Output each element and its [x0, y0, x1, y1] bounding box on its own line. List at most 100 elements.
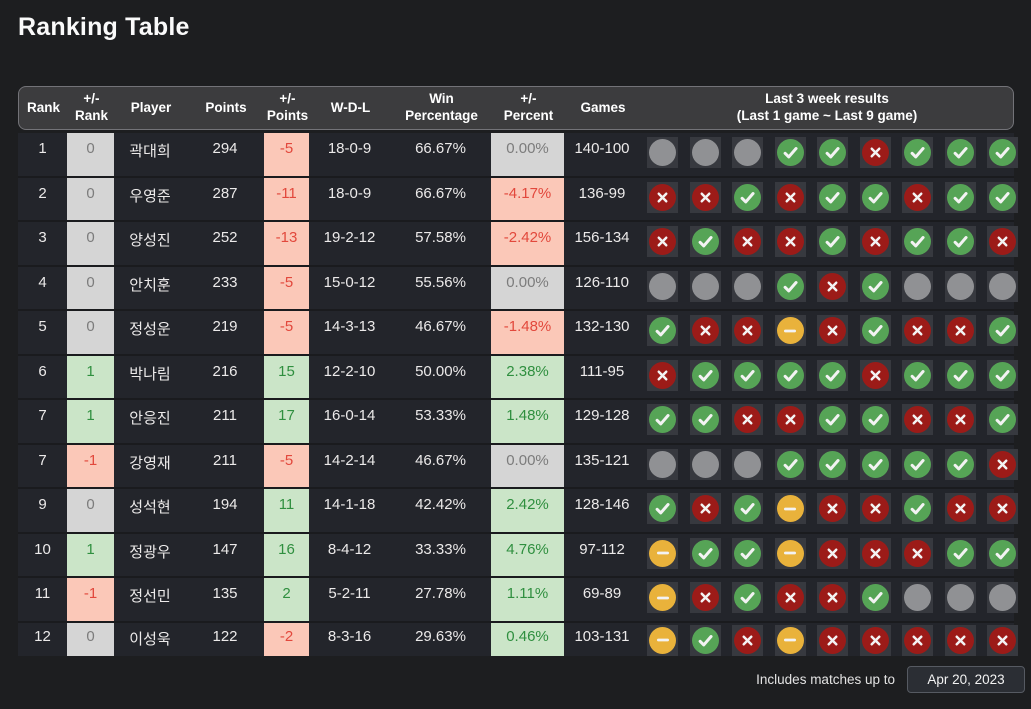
- result-win-icon: [904, 139, 931, 166]
- rank-change-cell: 1: [67, 533, 114, 576]
- games-cell: 69-89: [582, 585, 622, 602]
- result-tile: [987, 537, 1018, 569]
- table-row: 12 0 이성욱 122 -2 8-3-16 29.63% 0.46% 103-131: [18, 622, 1018, 656]
- result-win-icon: [776, 361, 804, 389]
- wdl-cell: 19-2-12: [323, 229, 376, 246]
- table-row: 6 1 박나림 216 15 12-2-10 50.00% 2.38% 111-95: [18, 355, 1018, 400]
- pct-change-cell: 0.00%: [491, 266, 564, 309]
- result-tile: [647, 404, 678, 435]
- results-cell: [640, 178, 1018, 221]
- result-win-icon: [819, 183, 846, 211]
- result-tile: [859, 270, 891, 302]
- result-loss-icon: [819, 626, 846, 654]
- player-cell: 성석현: [129, 499, 171, 516]
- games-cell: 97-112: [579, 540, 625, 558]
- result-loss-icon: [776, 406, 804, 433]
- result-tile: [689, 624, 721, 656]
- result-tile: [732, 537, 763, 569]
- result-loss-icon: [776, 584, 804, 611]
- pct-change-cell: 0.00%: [491, 444, 564, 487]
- result-loss-icon: [861, 361, 889, 389]
- result-tile: [817, 448, 848, 480]
- result-tile: [817, 624, 848, 656]
- result-tile: [774, 270, 806, 302]
- result-loss-icon: [904, 626, 931, 654]
- points-cell: 135: [212, 585, 238, 602]
- rank-cell: 6: [38, 362, 47, 380]
- wdl-cell: 16-0-14: [323, 407, 376, 424]
- result-tile: [689, 404, 721, 435]
- result-loss-icon: [989, 228, 1016, 255]
- rank-cell: 3: [38, 229, 47, 246]
- result-win-icon: [649, 317, 676, 344]
- result-win-icon: [734, 539, 761, 567]
- player-cell: 곽대희: [129, 143, 171, 160]
- result-loss-icon: [861, 626, 889, 654]
- win-pct-cell: 55.56%: [415, 273, 466, 291]
- result-none-icon: [946, 272, 974, 300]
- result-tile: [902, 315, 933, 346]
- points-change-cell: -5: [264, 266, 309, 309]
- result-loss-icon: [819, 272, 846, 300]
- pct-change-cell: 4.76%: [491, 533, 564, 576]
- wdl-cell: 5-2-11: [328, 585, 371, 602]
- wdl-cell: 14-2-14: [323, 451, 376, 469]
- rank-cell: 7: [38, 407, 47, 424]
- result-tile: [647, 270, 678, 302]
- result-win-icon: [861, 584, 889, 611]
- result-tile: [817, 181, 848, 213]
- result-loss-icon: [649, 361, 676, 389]
- table-row: 9 0 성석현 194 11 14-1-18 42.42% 2.42% 128-146: [18, 489, 1018, 534]
- result-tile: [902, 448, 933, 480]
- results-cell: [640, 222, 1018, 265]
- pct-change-cell: 0.46%: [491, 622, 564, 656]
- table-row: 1 0 곽대희 294 -5 18-0-9 66.67% 0.00% 140-100: [18, 133, 1018, 178]
- result-win-icon: [776, 450, 804, 478]
- result-loss-icon: [861, 228, 889, 255]
- result-loss-icon: [691, 584, 719, 611]
- results-cell: [640, 400, 1018, 443]
- result-tile: [944, 582, 976, 613]
- result-win-icon: [691, 626, 719, 654]
- games-cell: 129-128: [574, 407, 630, 424]
- rank-change-cell: 0: [67, 311, 114, 354]
- result-tile: [817, 537, 848, 569]
- win-pct-cell: 42.42%: [415, 496, 466, 513]
- result-loss-icon: [904, 406, 931, 433]
- result-win-icon: [776, 139, 804, 166]
- result-tile: [902, 404, 933, 435]
- result-win-icon: [861, 317, 889, 344]
- result-tile: [859, 624, 891, 656]
- win-pct-cell: 29.63%: [415, 627, 466, 645]
- result-tile: [689, 359, 721, 391]
- result-loss-icon: [776, 228, 804, 255]
- result-tile: [732, 315, 763, 346]
- result-tile: [902, 270, 933, 302]
- result-win-icon: [946, 361, 974, 389]
- result-win-icon: [819, 139, 846, 166]
- wdl-cell: 8-4-12: [327, 540, 372, 558]
- result-tile: [987, 226, 1018, 257]
- result-win-icon: [946, 450, 974, 478]
- result-win-icon: [734, 361, 761, 389]
- points-cell: 211: [213, 451, 237, 469]
- table-row: 7 1 안응진 211 17 16-0-14 53.33% 1.48% 129-128: [18, 400, 1018, 445]
- result-loss-icon: [989, 626, 1016, 654]
- result-loss-icon: [819, 317, 846, 344]
- points-change-cell: -5: [264, 133, 309, 176]
- result-tile: [859, 226, 891, 257]
- result-tile: [859, 404, 891, 435]
- points-change-cell: 15: [264, 355, 309, 398]
- footer: Includes matches up to Apr 20, 2023: [756, 666, 1025, 693]
- result-loss-icon: [734, 228, 761, 255]
- games-cell: 140-100: [574, 140, 630, 157]
- result-tile: [817, 270, 848, 302]
- rank-change-cell: 1: [67, 355, 114, 398]
- win-pct-cell: 46.67%: [415, 451, 466, 469]
- result-tile: [902, 359, 933, 391]
- table-row: 11 -1 정선민 135 2 5-2-11 27.78% 1.11% 69-89: [18, 578, 1018, 623]
- result-win-icon: [691, 406, 719, 433]
- date-picker-button[interactable]: Apr 20, 2023: [907, 666, 1025, 693]
- points-cell: 211: [213, 407, 237, 424]
- player-cell: 박나림: [129, 365, 171, 383]
